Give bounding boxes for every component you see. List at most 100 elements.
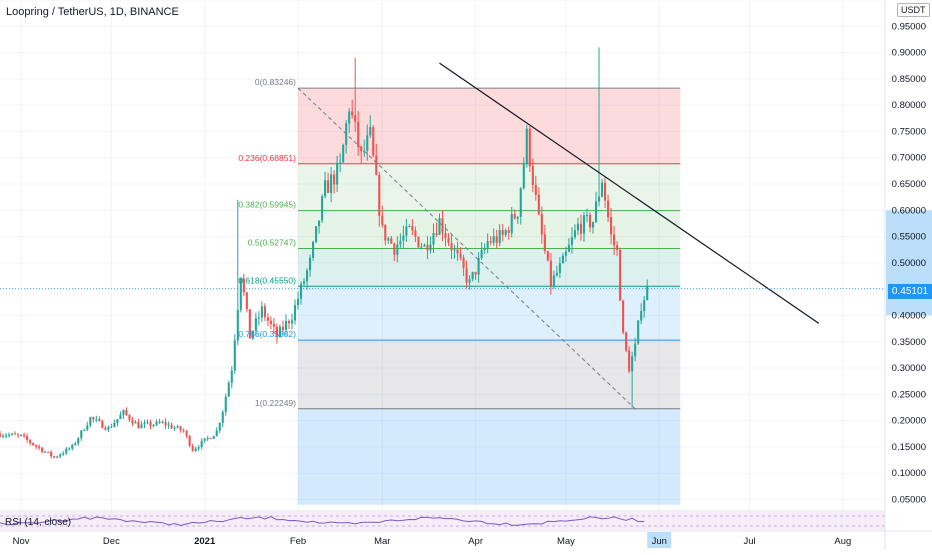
time-tick-label: Nov [13, 536, 30, 547]
candle-body [134, 421, 137, 424]
candle-body [321, 196, 324, 221]
price-tick-label: 0.40000 [892, 310, 926, 321]
candle-body [345, 123, 348, 146]
candle-body [122, 410, 125, 415]
candle-body [272, 324, 275, 327]
candle-body [330, 174, 333, 193]
candle-body [594, 201, 598, 223]
candle-body [188, 435, 191, 446]
price-tick-label: 0.20000 [892, 416, 926, 427]
currency-badge[interactable]: USDT [897, 3, 930, 17]
candle-body [348, 111, 351, 124]
candle-body [336, 162, 339, 185]
candle-body [266, 317, 269, 321]
candle-body [239, 278, 242, 310]
price-tick-label: 0.30000 [892, 363, 926, 374]
fib-label-0.382: 0.382(0.59945) [238, 200, 296, 210]
current-price-tag: 0.45101 [888, 284, 932, 299]
resistance-trendline [439, 62, 820, 324]
candle-body [1, 435, 5, 437]
time-tick-label: 2021 [194, 536, 216, 547]
fib-label-0.5: 0.5(0.52747) [248, 237, 296, 247]
candle-body [489, 241, 492, 243]
rsi-line [0, 516, 645, 527]
candle-body [504, 230, 507, 235]
candle-body [68, 448, 71, 450]
candle-body [408, 225, 411, 227]
candle-body [77, 438, 80, 444]
candle-body [218, 422, 221, 431]
candle-body [80, 430, 83, 439]
candle-body [339, 162, 342, 164]
time-tick-label: May [557, 536, 575, 547]
candle-body [44, 451, 47, 453]
fib-label-0: 0(0.83246) [255, 77, 296, 87]
candle-body [221, 411, 224, 423]
candle-body [251, 330, 254, 339]
rsi-label[interactable]: RSI (14, close) [5, 517, 72, 528]
candle-body [591, 222, 595, 228]
candle-body [528, 128, 531, 167]
candle-body [522, 163, 525, 189]
candle-body [625, 332, 628, 351]
candle-body [59, 454, 62, 457]
candle-body [576, 223, 580, 231]
candle-body [543, 234, 546, 252]
candle-body [206, 438, 209, 440]
candle-body [290, 320, 294, 324]
candle-body [281, 326, 285, 330]
candle-body [459, 253, 462, 258]
candle-body [269, 320, 272, 324]
candle-body [471, 271, 474, 280]
candle-body [164, 421, 167, 426]
candle-body [209, 438, 212, 440]
candle-body [53, 456, 56, 458]
candle-body [20, 434, 23, 436]
price-tick-label: 0.15000 [892, 442, 926, 453]
fib-zone-0.382 [298, 210, 681, 249]
candle-body [275, 326, 278, 338]
candle-body [516, 216, 519, 219]
candle-body [23, 434, 26, 437]
candle-body [372, 127, 375, 156]
fib-label-0.236: 0.236(0.68851) [238, 153, 296, 163]
candle-body [227, 382, 230, 397]
candle-body [7, 434, 11, 436]
candle-body [558, 263, 561, 273]
candle-body [146, 422, 149, 424]
candle-body [110, 426, 113, 428]
candle-body [357, 121, 360, 147]
candle-body [56, 456, 59, 458]
candle-body [170, 424, 173, 429]
candle-body [128, 414, 131, 420]
candle-body [646, 286, 649, 301]
price-tick-label: 0.95000 [892, 21, 926, 32]
candle-body [444, 232, 447, 238]
candle-body [333, 174, 336, 185]
candle-body [640, 311, 643, 321]
candle-body [224, 396, 227, 412]
candle-body [414, 230, 417, 237]
candle-body [462, 257, 465, 269]
candle-body [17, 434, 20, 436]
fib-zone-0.236 [298, 163, 681, 211]
candle-body [510, 213, 513, 233]
price-tick-label: 0.35000 [892, 337, 926, 348]
price-tick-label: 0.70000 [892, 153, 926, 164]
candle-body [567, 244, 570, 252]
candle-body [131, 419, 134, 424]
price-tick-label: 0.05000 [892, 494, 926, 505]
candle-body [351, 111, 354, 116]
candle-body [423, 244, 426, 247]
candle-body [525, 128, 528, 164]
candle-body [378, 174, 381, 216]
candle-body [296, 298, 300, 305]
candle-body [203, 438, 206, 441]
candle-body [637, 320, 640, 344]
candle-body [634, 343, 637, 357]
candle-body [564, 251, 567, 256]
symbol-title[interactable]: Loopring / TetherUS, 1D, BINANCE [6, 6, 179, 18]
time-tick-label: Apr [468, 536, 483, 547]
